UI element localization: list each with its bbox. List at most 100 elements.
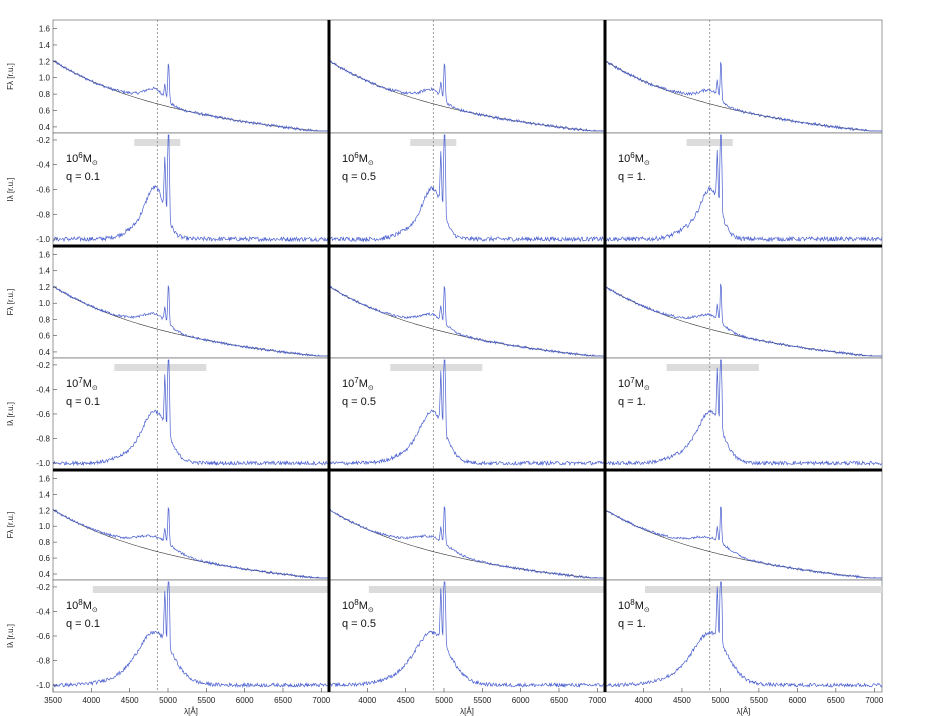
- y-tick-label: -0.4: [36, 161, 50, 170]
- y-tick-label: -0.2: [36, 136, 50, 145]
- y-axis-label: Iλ [r.u.]: [6, 177, 15, 201]
- panel-group-m8-q1: 108M⊙ q = 0.5: [328, 469, 606, 693]
- x-tick-label: 3500: [44, 696, 62, 705]
- flux-spectrum-line: [52, 60, 330, 132]
- profile-spectrum-line: [328, 581, 606, 688]
- x-tick-label: 6000: [512, 696, 530, 705]
- mass-label: 108M⊙: [66, 598, 98, 614]
- x-tick-label: 5000: [435, 696, 453, 705]
- y-axis-label: Fλ [r.u.]: [6, 289, 15, 316]
- x-tick-label: 4500: [673, 696, 691, 705]
- panel-group-m8-q0: 108M⊙ q = 0.1: [52, 469, 330, 693]
- mass-label: 107M⊙: [342, 376, 374, 392]
- y-tick-label: 0.4: [39, 123, 51, 132]
- y-axis-label: Fλ [r.u.]: [6, 63, 15, 90]
- flux-spectrum-line: [328, 60, 605, 132]
- profile-panel-frame: [52, 579, 330, 693]
- panel-group-m7-q2: 107M⊙ q = 1.: [604, 245, 883, 471]
- q-label: q = 0.5: [342, 396, 376, 408]
- flux-spectrum-line: [52, 285, 329, 357]
- mass-label: 108M⊙: [618, 598, 650, 614]
- x-tick-label: 6000: [236, 696, 254, 705]
- q-label: q = 1.: [618, 171, 646, 183]
- y-tick-label: 0.8: [39, 538, 51, 547]
- q-label: q = 0.1: [66, 618, 100, 630]
- flux-spectrum-line: [604, 506, 882, 579]
- y-tick-label: -0.8: [36, 657, 50, 666]
- q-label: q = 0.1: [66, 171, 100, 183]
- x-tick-label: 4000: [635, 696, 653, 705]
- y-tick-label: 1.0: [39, 522, 51, 531]
- y-tick-label: -1.0: [36, 459, 50, 468]
- y-tick-label: 1.6: [39, 250, 51, 259]
- flux-panel-frame: [328, 469, 606, 581]
- x-tick-label: 4000: [358, 696, 376, 705]
- x-tick-label: 6500: [274, 696, 292, 705]
- panel-group-m8-q2: 108M⊙ q = 1.: [604, 469, 883, 693]
- y-tick-label: -0.2: [36, 361, 50, 370]
- y-tick-label: -0.2: [36, 583, 50, 592]
- flux-spectrum-line: [52, 506, 329, 579]
- wavelength-band: [114, 364, 207, 371]
- y-tick-label: 1.6: [39, 25, 51, 34]
- y-tick-label: -0.8: [36, 435, 50, 444]
- profile-spectrum-line: [328, 359, 606, 467]
- x-tick-label: 5000: [159, 696, 177, 705]
- y-axis-label: Iλ [r.u.]: [6, 624, 15, 648]
- panel-group-m6-q2: 106M⊙ q = 1.: [604, 19, 883, 247]
- flux-panel-frame: [604, 469, 883, 581]
- profile-panel-frame: [604, 132, 883, 247]
- x-tick-label: 4500: [121, 696, 139, 705]
- y-tick-label: 1.2: [39, 283, 51, 292]
- flux-panel-frame: [52, 19, 330, 134]
- x-tick-label: 4500: [397, 696, 415, 705]
- profile-panel-frame: [604, 357, 883, 471]
- y-tick-label: -0.8: [36, 210, 50, 219]
- y-tick-label: -1.0: [36, 681, 50, 690]
- flux-spectrum-line: [328, 285, 605, 357]
- profile-panel-frame: [328, 132, 606, 247]
- y-tick-label: 1.2: [39, 57, 51, 66]
- y-tick-label: 0.8: [39, 90, 51, 99]
- flux-panel-frame: [52, 469, 330, 581]
- y-tick-label: 0.4: [39, 348, 51, 357]
- x-tick-label: 7000: [588, 696, 606, 705]
- y-tick-label: -0.4: [36, 385, 50, 394]
- y-tick-label: -1.0: [36, 235, 50, 244]
- y-tick-label: 1.4: [39, 267, 51, 276]
- x-tick-label: 6000: [788, 696, 806, 705]
- q-label: q = 1.: [618, 618, 646, 630]
- wavelength-band: [368, 586, 605, 593]
- flux-spectrum-line: [329, 506, 605, 579]
- y-tick-label: 1.6: [39, 474, 51, 483]
- y-tick-label: 0.6: [39, 332, 51, 341]
- y-tick-label: 0.6: [39, 554, 51, 563]
- y-tick-label: -0.6: [36, 410, 50, 419]
- y-tick-label: 1.4: [39, 41, 51, 50]
- mass-label: 108M⊙: [342, 598, 374, 614]
- y-tick-label: -0.6: [36, 632, 50, 641]
- x-axis-label: λ[Å]: [737, 707, 751, 716]
- x-tick-label: 5000: [712, 696, 730, 705]
- flux-panel-frame: [604, 19, 883, 134]
- y-axis-label: Fλ [r.u.]: [6, 512, 15, 539]
- y-tick-label: 1.2: [39, 506, 51, 515]
- x-tick-label: 6500: [550, 696, 568, 705]
- wavelength-band: [645, 586, 882, 593]
- y-tick-label: -0.6: [36, 186, 50, 195]
- mass-label: 107M⊙: [618, 376, 650, 392]
- profile-spectrum-line: [604, 134, 883, 243]
- wavelength-band: [92, 586, 329, 593]
- panel-group-m6-q1: 106M⊙ q = 0.5: [328, 19, 606, 247]
- x-tick-label: 5500: [750, 696, 768, 705]
- q-label: q = 0.5: [342, 171, 376, 183]
- y-tick-label: 1.0: [39, 74, 51, 83]
- x-axis-label: λ[Å]: [460, 707, 474, 716]
- flux-panel-frame: [604, 245, 883, 359]
- profile-panel-frame: [328, 357, 606, 471]
- mass-label: 106M⊙: [618, 151, 650, 167]
- profile-spectrum-line: [604, 581, 883, 688]
- x-tick-label: 7000: [312, 696, 330, 705]
- panel-group-m7-q1: 107M⊙ q = 0.5: [328, 245, 606, 471]
